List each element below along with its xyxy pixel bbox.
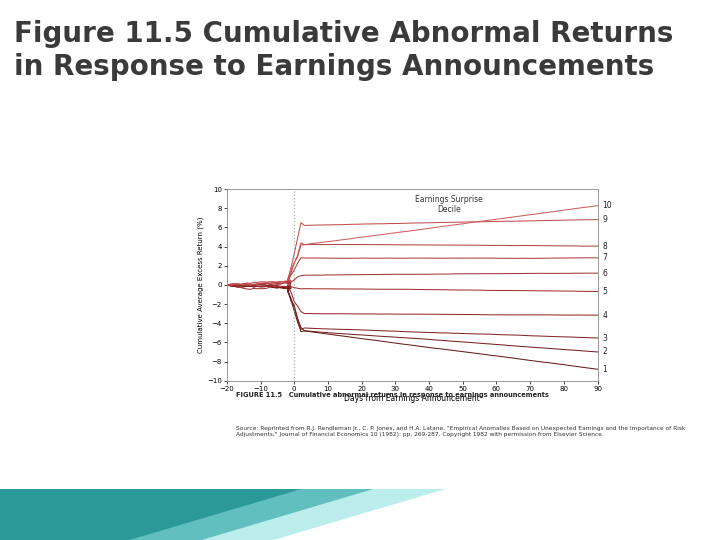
Text: 6: 6 <box>603 268 608 278</box>
Text: 1: 1 <box>603 364 608 374</box>
X-axis label: Days from Earnings Announcement: Days from Earnings Announcement <box>344 394 480 403</box>
Text: 4: 4 <box>603 310 608 320</box>
Text: 5: 5 <box>603 287 608 296</box>
Text: 2: 2 <box>603 347 608 356</box>
Polygon shape <box>0 489 446 540</box>
Text: 9: 9 <box>603 215 608 224</box>
Text: 8: 8 <box>603 242 608 251</box>
Text: Earnings Surprise
Decile: Earnings Surprise Decile <box>415 195 483 214</box>
Text: FIGURE 11.5   Cumulative abnormal returns in response to earnings announcements: FIGURE 11.5 Cumulative abnormal returns … <box>236 393 549 399</box>
Text: Source: Reprinted from R.J. Rendleman Jr., C. P. Jones, and H.A. Latane, "Empiri: Source: Reprinted from R.J. Rendleman Jr… <box>236 426 685 437</box>
Text: 7: 7 <box>603 253 608 262</box>
Text: Figure 11.5 Cumulative Abnormal Returns
in Response to Earnings Announcements: Figure 11.5 Cumulative Abnormal Returns … <box>14 19 674 81</box>
Text: 10: 10 <box>603 201 612 210</box>
Text: 3: 3 <box>603 334 608 342</box>
Polygon shape <box>0 489 302 540</box>
Polygon shape <box>0 489 374 540</box>
Y-axis label: Cumulative Average Excess Return (%): Cumulative Average Excess Return (%) <box>198 217 204 353</box>
